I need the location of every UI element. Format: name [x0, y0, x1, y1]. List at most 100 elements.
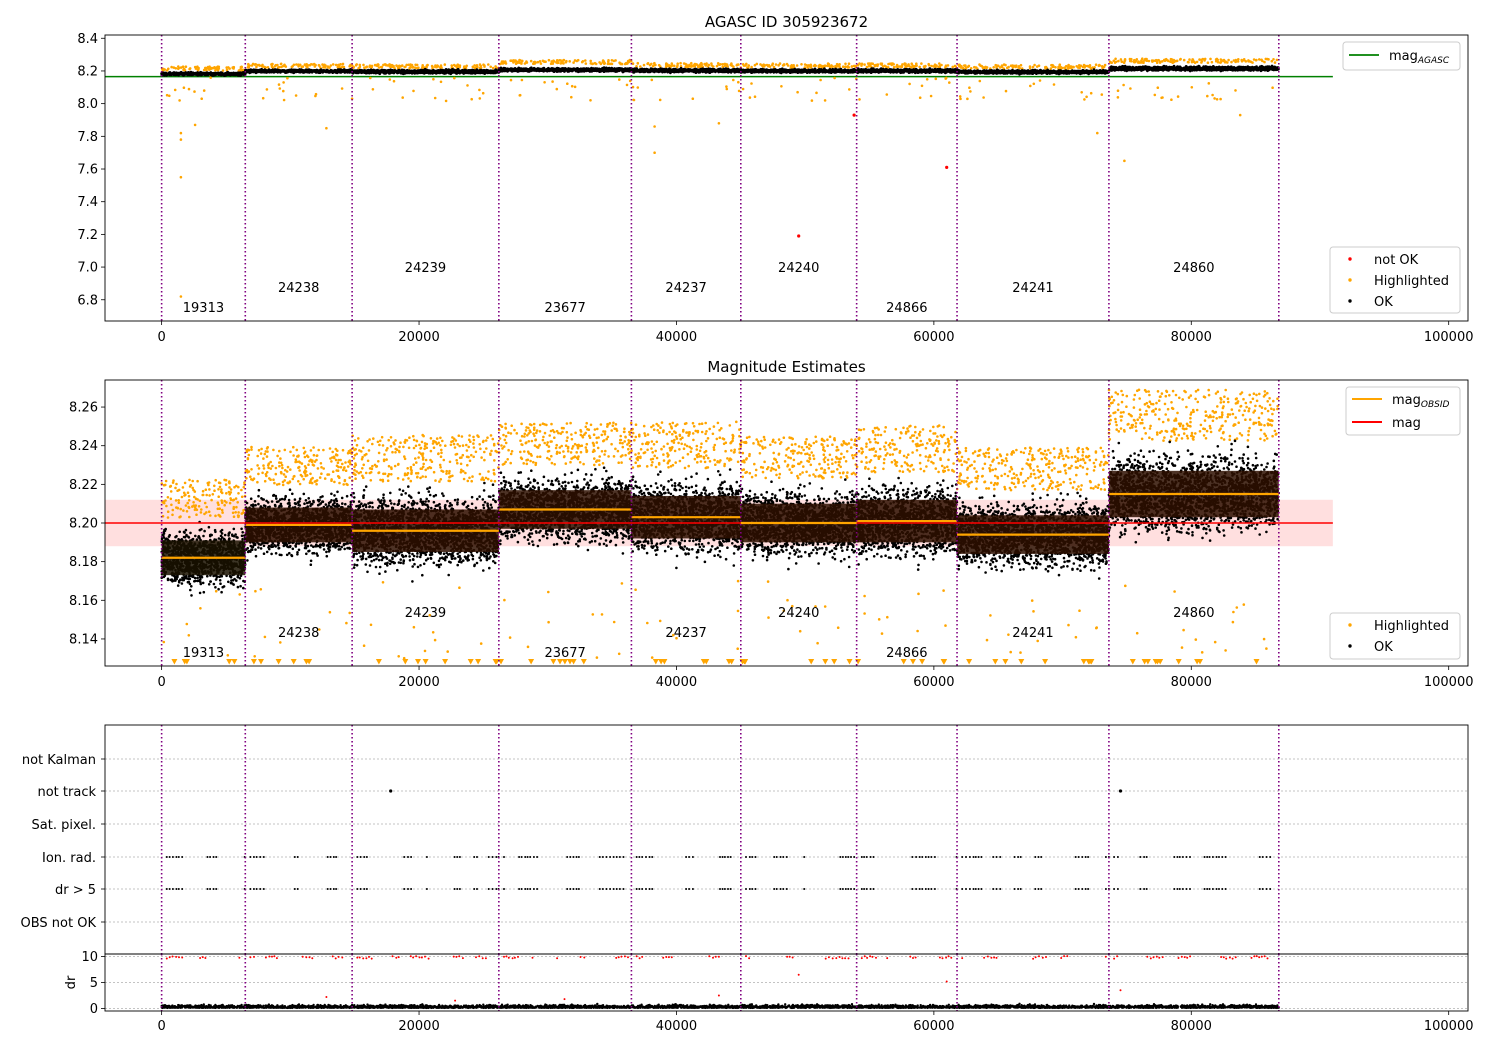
panel-dr-plot [105, 954, 1468, 1011]
panel-flags-plot [105, 725, 1468, 954]
magnitude-xtick-label-3: 60000 [913, 675, 954, 690]
magnitude-line-legend: magOBSID mag [1345, 386, 1461, 436]
magnitude-point-legend-label-0: Highlighted [1374, 619, 1449, 634]
agasc-point-legend-marker-0 [1348, 257, 1352, 261]
dr-xtick-label-0: 0 [157, 1019, 165, 1034]
agasc-ytick-label-2: 7.2 [77, 228, 98, 243]
magnitude-point-legend-marker-1 [1348, 644, 1352, 648]
magnitude-xtick-label-2: 40000 [656, 675, 697, 690]
magnitude-obsid-label-4: 24237 [665, 626, 706, 641]
agasc-obsid-label-5: 24240 [778, 261, 819, 276]
agasc-obsid-label-2: 24239 [405, 261, 446, 276]
agasc-ytick-label-7: 8.2 [77, 64, 98, 79]
agasc-point-legend-box [1329, 246, 1461, 314]
panel-agasc-title: AGASC ID 305923672 [705, 13, 868, 31]
agasc-obsid-label-4: 24237 [665, 281, 706, 296]
magnitude-obsid-label-5: 24240 [778, 606, 819, 621]
magnitude-point-legend-marker-0 [1348, 623, 1352, 627]
agasc-point-legend-label-0: not OK [1374, 253, 1419, 268]
agasc-xtick-label-5: 100000 [1424, 330, 1474, 345]
agasc-ytick-label-4: 7.6 [77, 163, 98, 178]
dr-ytick-label-0: 0 [90, 1002, 98, 1017]
flag-label-1: dr > 5 [55, 883, 96, 898]
magnitude-obsid-label-3: 23677 [544, 646, 585, 661]
agasc-xtick-label-4: 80000 [1171, 330, 1212, 345]
dr-ytick-label-2: 10 [81, 950, 98, 965]
agasc-xtick-label-1: 20000 [398, 330, 439, 345]
agasc-ytick-label-3: 7.4 [77, 195, 98, 210]
magnitude-ytick-label-3: 8.20 [69, 517, 98, 532]
dr-xtick-label-5: 100000 [1424, 1019, 1474, 1034]
magnitude-ytick-label-1: 8.16 [69, 594, 98, 609]
agasc-point-legend-marker-1 [1348, 278, 1352, 282]
agasc-obsid-label-6: 24866 [886, 301, 927, 316]
dr-ok-points-path [160, 1002, 1280, 1010]
agasc-xtick-label-2: 40000 [656, 330, 697, 345]
agasc-obsid-label-0: 19313 [183, 301, 224, 316]
magnitude-obsid-label-2: 24239 [405, 606, 446, 621]
magnitude-point-legend-box [1329, 612, 1461, 660]
magnitude-ytick-label-5: 8.24 [69, 439, 98, 454]
dr-red-points [165, 955, 1269, 1002]
magnitude-obsid-label-6: 24866 [886, 646, 927, 661]
dr-axis-label: dr [64, 975, 79, 989]
agasc-ok-points-path [160, 64, 1280, 77]
magnitude-ytick-label-0: 8.14 [69, 632, 98, 647]
dr-ok-points [160, 1002, 1280, 1010]
agasc-obsid-label-8: 24860 [1173, 261, 1214, 276]
agasc-line-legend: magAGASC [1342, 41, 1461, 71]
flag-label-2: Ion. rad. [42, 851, 96, 866]
magnitude-ytick-label-6: 8.26 [69, 401, 98, 416]
dr-xtick-label-3: 60000 [913, 1019, 954, 1034]
magnitude-xtick-label-4: 80000 [1171, 675, 1212, 690]
agasc-ytick-label-8: 8.4 [77, 32, 98, 47]
magnitude-obsid-label-7: 24241 [1012, 626, 1053, 641]
panel-agasc: AGASC ID 305923672 19313 24238 24239 23677 24… [77, 13, 1473, 345]
panel-agasc-plot: 19313 24238 24239 23677 24237 24240 24866 24241… [105, 35, 1333, 321]
panel-agasc-frame [104, 34, 1469, 322]
dr-xtick-label-2: 40000 [656, 1019, 697, 1034]
agasc-line-legend-box [1342, 41, 1461, 71]
magnitude-line-legend-label-1: mag [1392, 416, 1421, 431]
flag-label-4: not track [37, 785, 96, 800]
panel-flags: OBS not OK dr > 5 Ion. rad. Sat. pixel. not … [21, 724, 1469, 955]
agasc-highlighted-points [160, 57, 1279, 298]
legend-mag-text: mag [1389, 49, 1418, 64]
legend-subscript: AGASC [1417, 56, 1450, 66]
agasc-obsid-label-7: 24241 [1012, 281, 1053, 296]
agasc-point-legend: not OK Highlighted OK [1329, 246, 1461, 314]
agasc-xtick-label-0: 0 [157, 330, 165, 345]
agasc-point-legend-label-1: Highlighted [1374, 274, 1449, 289]
dr-ytick-label-1: 5 [90, 976, 98, 991]
agasc-point-legend-label-2: OK [1374, 295, 1393, 310]
magnitude-below-range-markers [171, 659, 1260, 665]
dr-xtick-label-1: 20000 [398, 1019, 439, 1034]
dr-xtick-label-4: 80000 [1171, 1019, 1212, 1034]
agasc-obsid-label-1: 24238 [278, 281, 319, 296]
agasc-ytick-label-5: 7.8 [77, 130, 98, 145]
magnitude-obsid-label-1: 24238 [278, 626, 319, 641]
magnitude-obsid-label-0: 19313 [183, 646, 224, 661]
magnitude-highlighted-points-path [160, 388, 1279, 660]
agasc-ok-points [160, 64, 1280, 77]
magnitude-below-range-path [171, 659, 1260, 665]
magnitude-xtick-label-1: 20000 [398, 675, 439, 690]
panel-magnitude-title: Magnitude Estimates [707, 358, 865, 376]
magnitude-ytick-label-4: 8.22 [69, 478, 98, 493]
magnitude-xtick-label-0: 0 [157, 675, 165, 690]
panel-magnitude: Magnitude Estimates 19313 24238 24239 23677 2… [69, 358, 1473, 690]
agasc-not-ok-points [797, 113, 949, 238]
magnitude-point-legend-label-1: OK [1374, 640, 1393, 655]
flag-label-3: Sat. pixel. [32, 818, 96, 833]
flag-points [165, 856, 1272, 890]
magnitude-point-legend: Highlighted OK [1329, 612, 1461, 660]
agasc-highlighted-points-path [160, 57, 1279, 298]
panel-magnitude-plot: 19313 24238 24239 23677 24237 24240 24866 24241… [105, 380, 1333, 666]
magnitude-line-legend-label-0: magOBSID [1392, 393, 1450, 410]
agasc-ytick-label-6: 8.0 [77, 97, 98, 112]
magnitude-highlighted-points [160, 388, 1279, 660]
flag-label-0: OBS not OK [21, 916, 97, 931]
dr-red-points-path [165, 955, 1269, 1002]
